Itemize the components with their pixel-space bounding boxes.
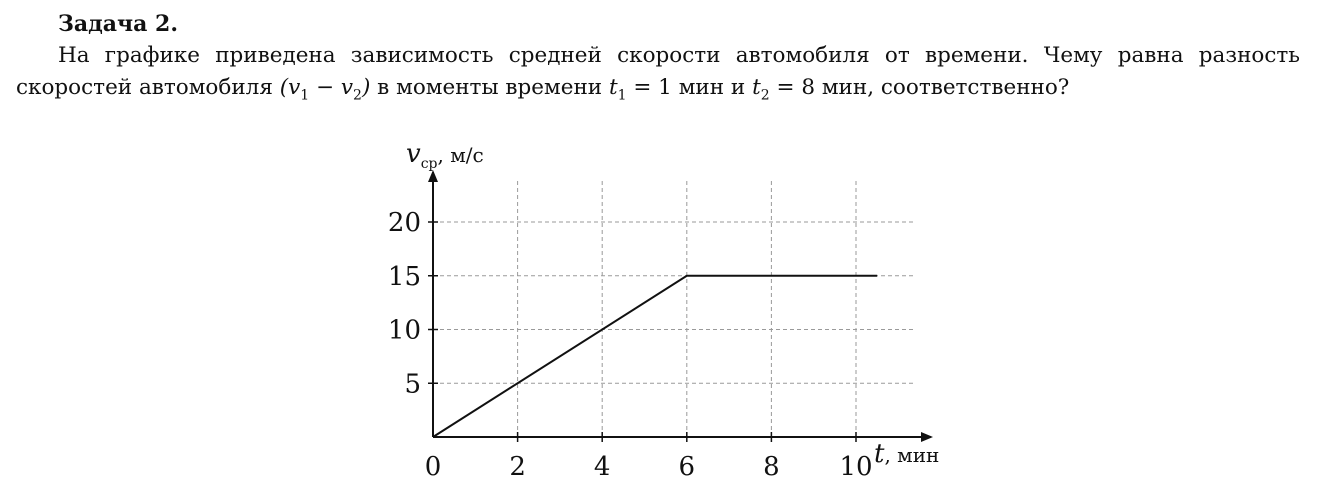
problem-text-moments: в моменты времени xyxy=(370,75,609,100)
x-axis-label-var: t xyxy=(874,439,885,469)
t1-var: t xyxy=(608,75,618,100)
t2-var: t xyxy=(752,75,761,100)
series xyxy=(432,274,878,438)
x-tick-label: 6 xyxy=(679,452,696,482)
x-axis-label-unit: , мин xyxy=(884,443,939,467)
y-axis-label-var: v xyxy=(406,139,421,169)
diff-close: ) xyxy=(361,75,371,100)
x-axis-label: t, мин xyxy=(874,439,939,469)
chart-svg: 0 2 4 6 8 10 5 10 15 20 vср, м/с t, мин xyxy=(388,139,939,482)
t1-equation: = 1 мин и xyxy=(626,75,753,100)
y-tick-label: 5 xyxy=(404,369,421,399)
y-tick-label: 10 xyxy=(388,316,421,346)
t2-equation: = 8 мин, соответственно? xyxy=(769,75,1070,100)
y-axis-label: vср, м/с xyxy=(406,139,484,172)
y-axis-label-sub: ср xyxy=(421,156,438,172)
problem-block: Задача 2. На графике приведена зависимос… xyxy=(16,8,1300,104)
ticks: 0 2 4 6 8 10 5 10 15 20 xyxy=(388,208,873,482)
grid xyxy=(433,179,913,437)
x-tick-label: 8 xyxy=(763,452,780,482)
x-tick-label: 4 xyxy=(594,452,611,482)
x-tick-label: 2 xyxy=(509,452,526,482)
t2-sub: 2 xyxy=(760,87,770,104)
series-line-average-speed xyxy=(432,274,878,438)
problem-text-intro: На графике приведена зависимость средней… xyxy=(16,43,1300,100)
y-tick-label: 20 xyxy=(388,208,421,238)
diff-sub-2: 2 xyxy=(353,87,362,104)
y-tick-label: 15 xyxy=(388,262,421,292)
y-axis-label-unit: , м/с xyxy=(438,143,484,167)
problem-text: На графике приведена зависимость средней… xyxy=(16,40,1300,104)
velocity-time-chart: 0 2 4 6 8 10 5 10 15 20 vср, м/с t, мин xyxy=(378,136,948,492)
velocity-difference-expression: (v1 − v2) xyxy=(279,75,371,104)
diff-minus: − v xyxy=(309,75,354,100)
diff-sub-1: 1 xyxy=(300,87,310,104)
x-tick-label: 10 xyxy=(839,452,872,482)
x-tick-label: 0 xyxy=(425,452,442,482)
problem-title: Задача 2. xyxy=(58,11,179,37)
t1-sub: 1 xyxy=(617,87,627,104)
diff-open: (v xyxy=(279,75,301,100)
